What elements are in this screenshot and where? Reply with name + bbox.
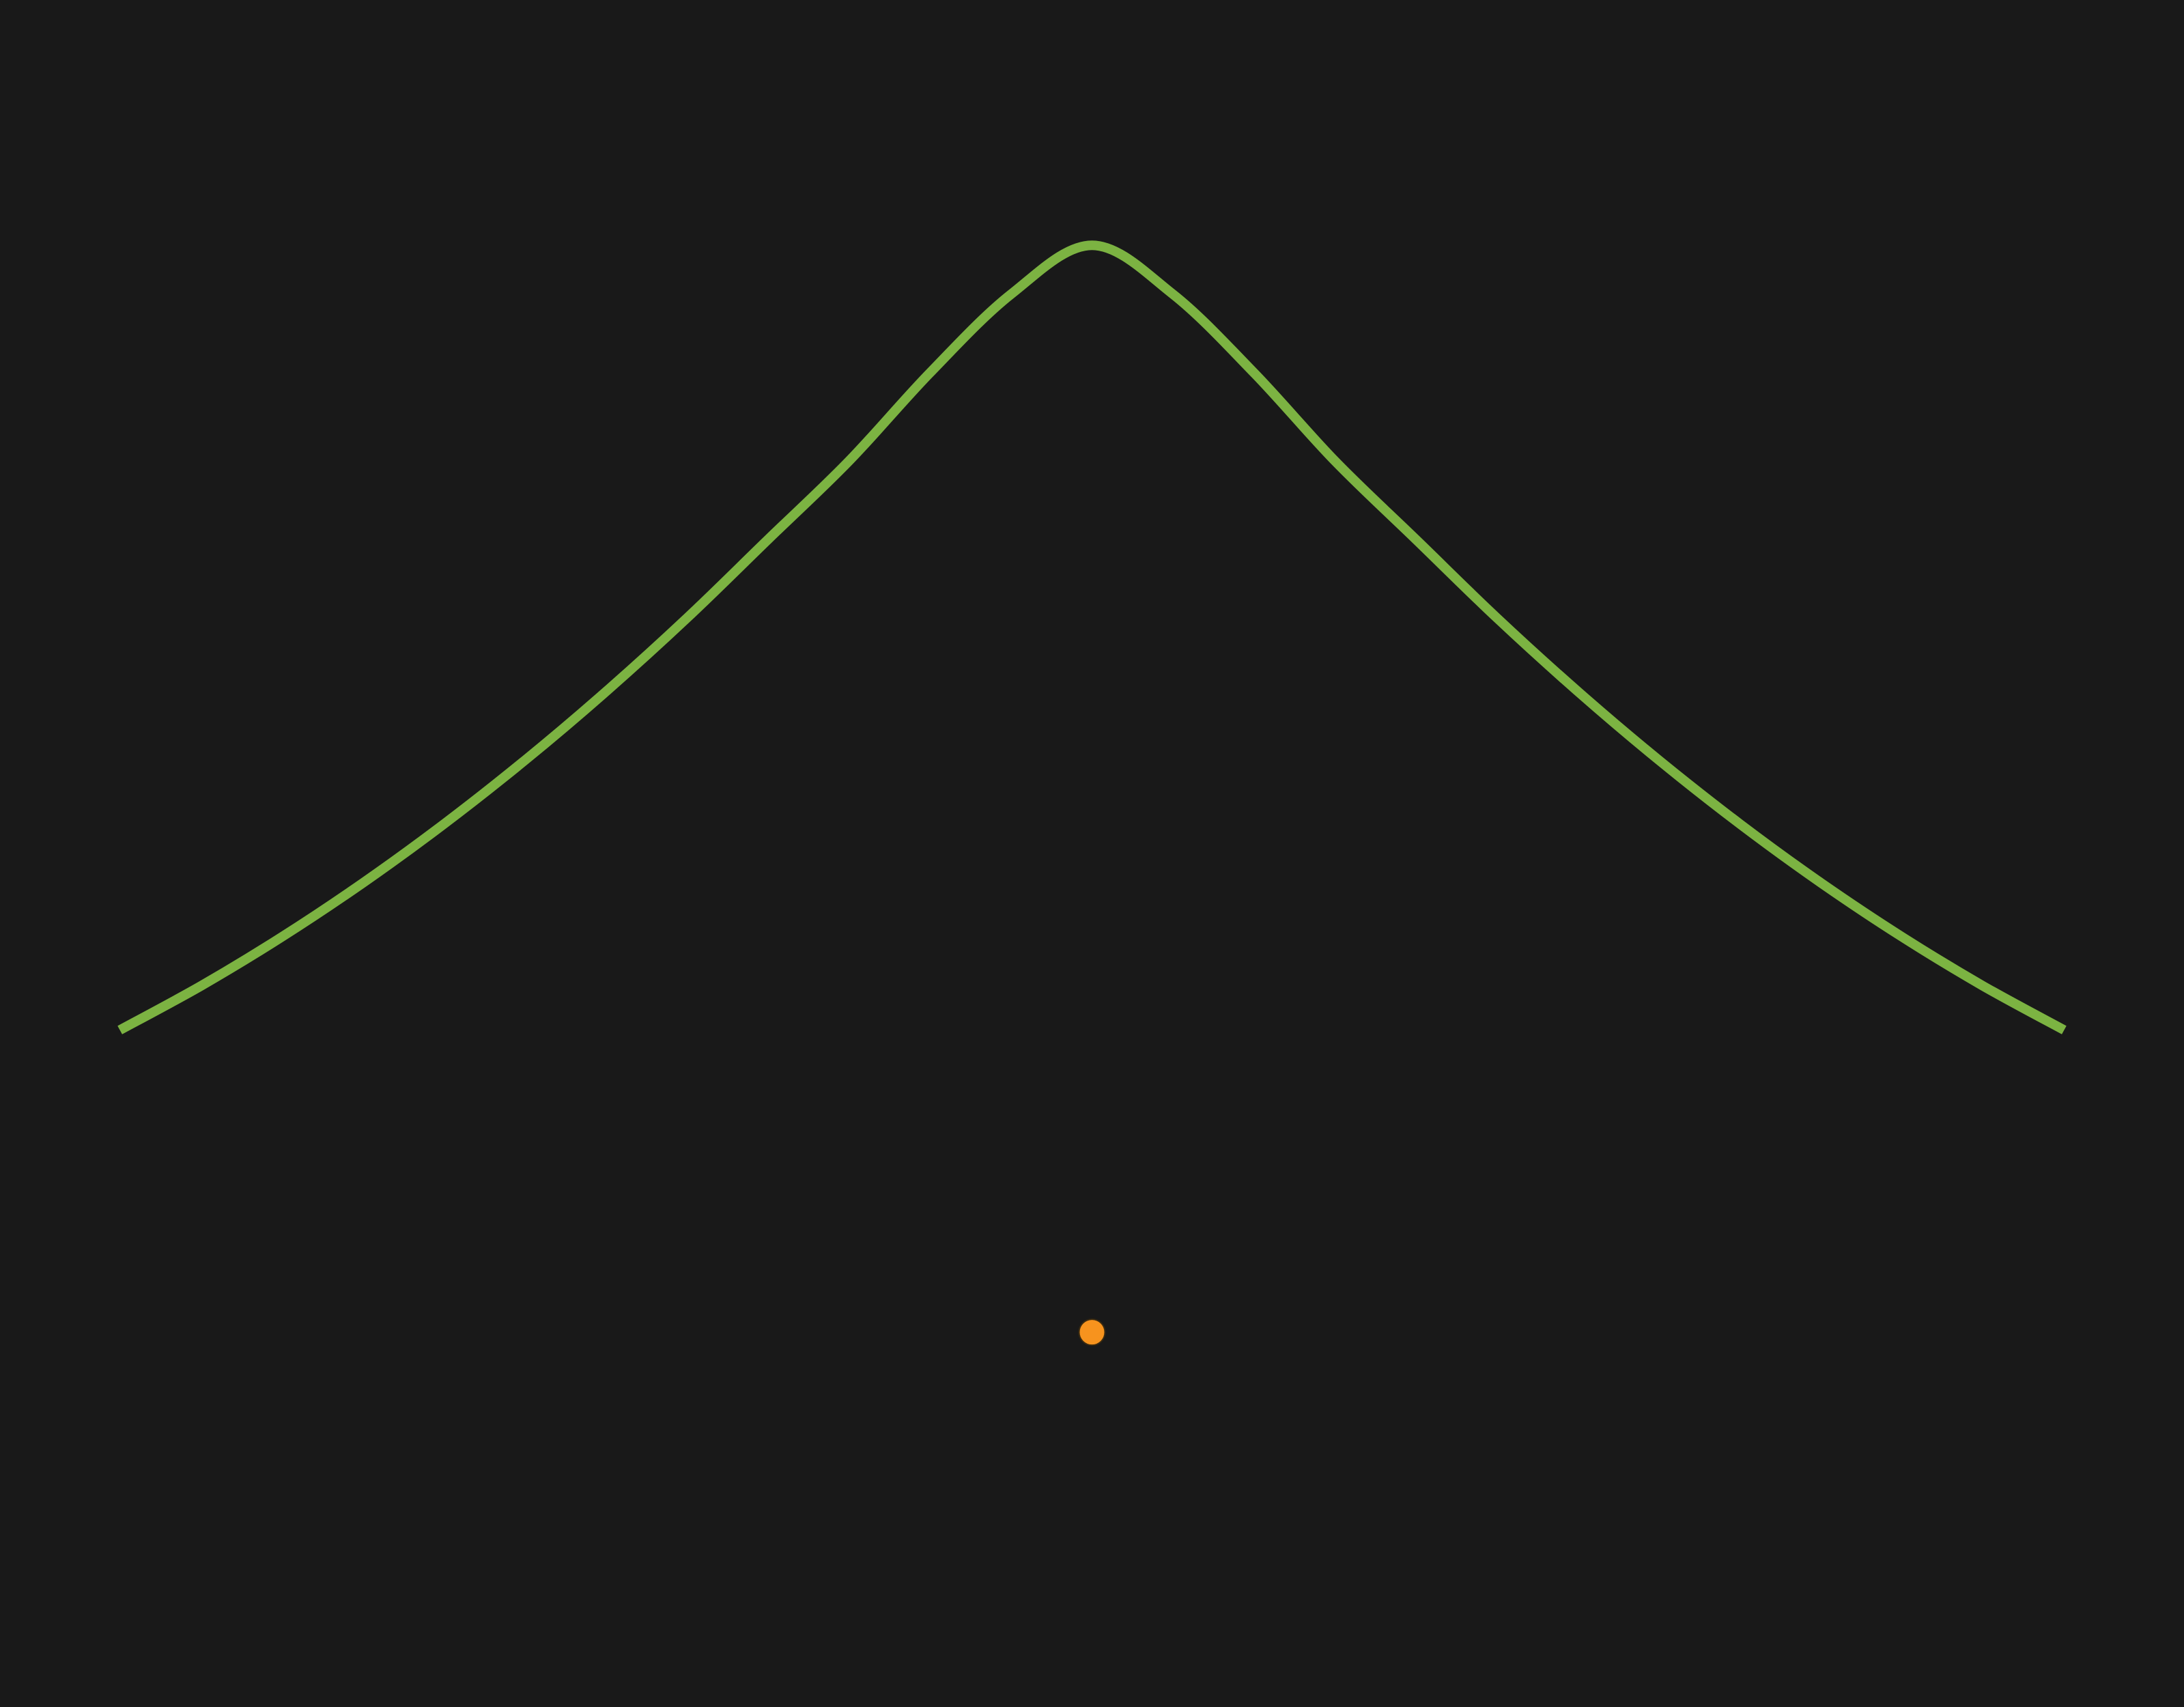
- series-line-0: [117, 240, 2067, 1034]
- marker-point: [1078, 1318, 1106, 1346]
- plot-area: [117, 240, 2067, 1346]
